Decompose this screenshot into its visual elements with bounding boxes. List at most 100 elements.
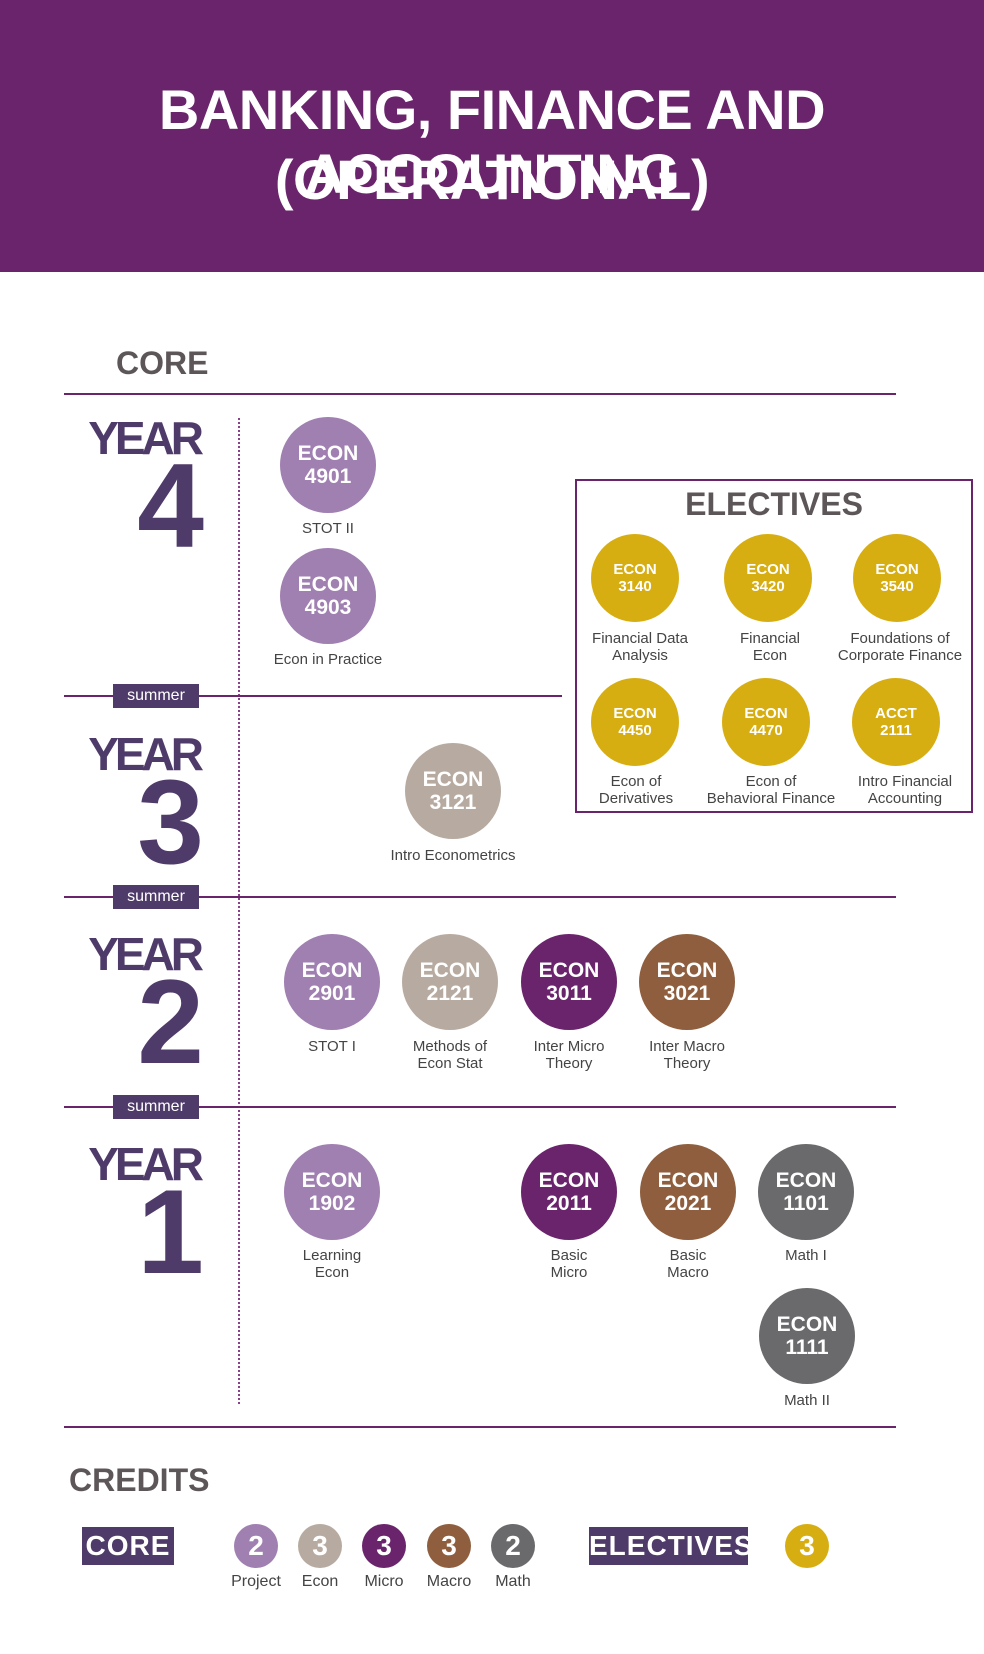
elective-name-econ-4450: Econ of Derivatives <box>556 773 716 807</box>
course-econ-4903[interactable]: ECON 4903 <box>280 548 376 644</box>
course-code: ECON <box>875 561 919 578</box>
credit-econ-label: Econ <box>301 1573 339 1590</box>
course-econ-2021[interactable]: ECON 2021 <box>640 1144 736 1240</box>
course-econ-1902[interactable]: ECON 1902 <box>284 1144 380 1240</box>
course-code: ECON <box>422 768 484 791</box>
credits-electives-tag: ELECTIVES <box>589 1527 753 1565</box>
course-code: ECON <box>613 561 657 578</box>
course-name-econ-1101: Math I <box>785 1247 827 1264</box>
year-4-label: YEAR <box>88 412 204 464</box>
elective-econ-4470[interactable]: ECON 4470 <box>722 678 810 766</box>
course-econ-2121[interactable]: ECON 2121 <box>402 934 498 1030</box>
course-name-line-2: Econ <box>314 1264 350 1281</box>
core-top-divider <box>64 393 896 395</box>
elective-name-line-2: Econ <box>752 647 788 664</box>
elective-name-line-2: Accounting <box>867 790 943 807</box>
timeline-dotted-line <box>238 418 240 1404</box>
credit-math-label: Math <box>495 1573 531 1590</box>
course-name-line-2: Micro <box>550 1264 588 1281</box>
elective-name-line-1: Econ of <box>745 773 797 790</box>
course-number: 1902 <box>308 1192 356 1215</box>
year-2-number: 2 <box>137 955 204 1089</box>
year-1-label: YEAR <box>88 1138 204 1190</box>
elective-name-econ-3420: Financial Econ <box>690 630 850 664</box>
elective-econ-4450[interactable]: ECON 4450 <box>591 678 679 766</box>
course-name-econ-2901: STOT I <box>308 1038 356 1055</box>
elective-name-line-1: Financial <box>739 630 801 647</box>
elective-name-line-1: Intro Financial <box>857 773 953 790</box>
course-number: 4903 <box>304 596 352 619</box>
course-name-line-1: Methods of <box>412 1038 488 1055</box>
elective-name-line-1: Financial Data <box>592 630 688 647</box>
elective-name-econ-4470: Econ of Behavioral Finance <box>691 773 851 807</box>
elective-name-acct-2111: Intro Financial Accounting <box>825 773 984 807</box>
credit-project-label: Project <box>231 1573 281 1590</box>
elective-econ-3540[interactable]: ECON 3540 <box>853 534 941 622</box>
elective-name-line-2: Corporate Finance <box>837 647 963 664</box>
course-code: ECON <box>538 1169 600 1192</box>
summer-tag-3: summer <box>113 1095 199 1119</box>
course-code: ECON <box>301 959 363 982</box>
course-number: 1111 <box>785 1336 829 1359</box>
header-banner <box>0 0 984 272</box>
course-number: 1101 <box>783 1192 829 1215</box>
credit-macro-label: Macro <box>426 1573 472 1590</box>
elective-name-line-2: Behavioral Finance <box>706 790 836 807</box>
course-number: 2021 <box>664 1192 712 1215</box>
electives-panel <box>575 479 973 813</box>
course-name-econ-2121: Methods of Econ Stat <box>370 1038 530 1072</box>
course-name-econ-2011: Basic Micro <box>489 1247 649 1281</box>
course-econ-3121[interactable]: ECON 3121 <box>405 743 501 839</box>
course-code: ECON <box>301 1169 363 1192</box>
summer-tag-1: summer <box>113 684 199 708</box>
year-4-number: 4 <box>137 439 204 573</box>
course-name-econ-4901: STOT II <box>302 520 354 537</box>
course-econ-2011[interactable]: ECON 2011 <box>521 1144 617 1240</box>
course-code: ECON <box>297 573 359 596</box>
course-name-econ-4903: Econ in Practice <box>273 651 383 668</box>
course-number: 4450 <box>618 722 652 739</box>
elective-name-econ-3140: Financial Data Analysis <box>560 630 720 664</box>
course-name-line-2: Theory <box>663 1055 711 1072</box>
course-number: 3540 <box>880 578 914 595</box>
elective-econ-3140[interactable]: ECON 3140 <box>591 534 679 622</box>
elective-name-line-1: Foundations of <box>850 630 950 647</box>
elective-econ-3420[interactable]: ECON 3420 <box>724 534 812 622</box>
course-number: 3420 <box>751 578 785 595</box>
credit-elective-dot: 3 <box>785 1524 829 1568</box>
summer-divider-year-2-3 <box>64 896 896 898</box>
course-econ-1111[interactable]: ECON 1111 <box>759 1288 855 1384</box>
course-name-line-2: Econ Stat <box>417 1055 483 1072</box>
elective-name-econ-3540: Foundations of Corporate Finance <box>820 630 980 664</box>
elective-name-line-1: Econ of <box>610 773 662 790</box>
course-code: ECON <box>744 705 788 722</box>
elective-name-line-2: Analysis <box>612 647 668 664</box>
course-econ-2901[interactable]: ECON 2901 <box>284 934 380 1030</box>
course-name-line-1: Learning <box>302 1247 362 1264</box>
course-econ-4901[interactable]: ECON 4901 <box>280 417 376 513</box>
course-code: ECON <box>297 442 359 465</box>
course-econ-3011[interactable]: ECON 3011 <box>521 934 617 1030</box>
course-code: ECON <box>613 705 657 722</box>
credits-core-tag: CORE <box>82 1527 174 1565</box>
course-code: ECON <box>775 1169 837 1192</box>
course-econ-1101[interactable]: ECON 1101 <box>758 1144 854 1240</box>
credits-heading: CREDITS <box>69 1462 210 1498</box>
credit-micro-label: Micro <box>364 1573 404 1590</box>
course-name-econ-3121: Intro Econometrics <box>390 847 516 864</box>
course-number: 4470 <box>749 722 783 739</box>
summer-divider-year-3-4 <box>64 695 562 697</box>
course-name-line-1: Inter Micro <box>533 1038 605 1055</box>
core-heading: CORE <box>116 345 209 381</box>
credit-math-dot: 2 <box>491 1524 535 1568</box>
year-1-number: 1 <box>137 1165 204 1299</box>
credit-micro-dot: 3 <box>362 1524 406 1568</box>
page-title-line-2: (OPERATIONAL) <box>274 148 710 211</box>
course-number: 2121 <box>426 982 474 1005</box>
course-econ-3021[interactable]: ECON 3021 <box>639 934 735 1030</box>
elective-acct-2111[interactable]: ACCT 2111 <box>852 678 940 766</box>
credit-econ-dot: 3 <box>298 1524 342 1568</box>
elective-name-line-2: Derivatives <box>598 790 674 807</box>
credit-project-dot: 2 <box>234 1524 278 1568</box>
year-3-number: 3 <box>137 755 204 889</box>
